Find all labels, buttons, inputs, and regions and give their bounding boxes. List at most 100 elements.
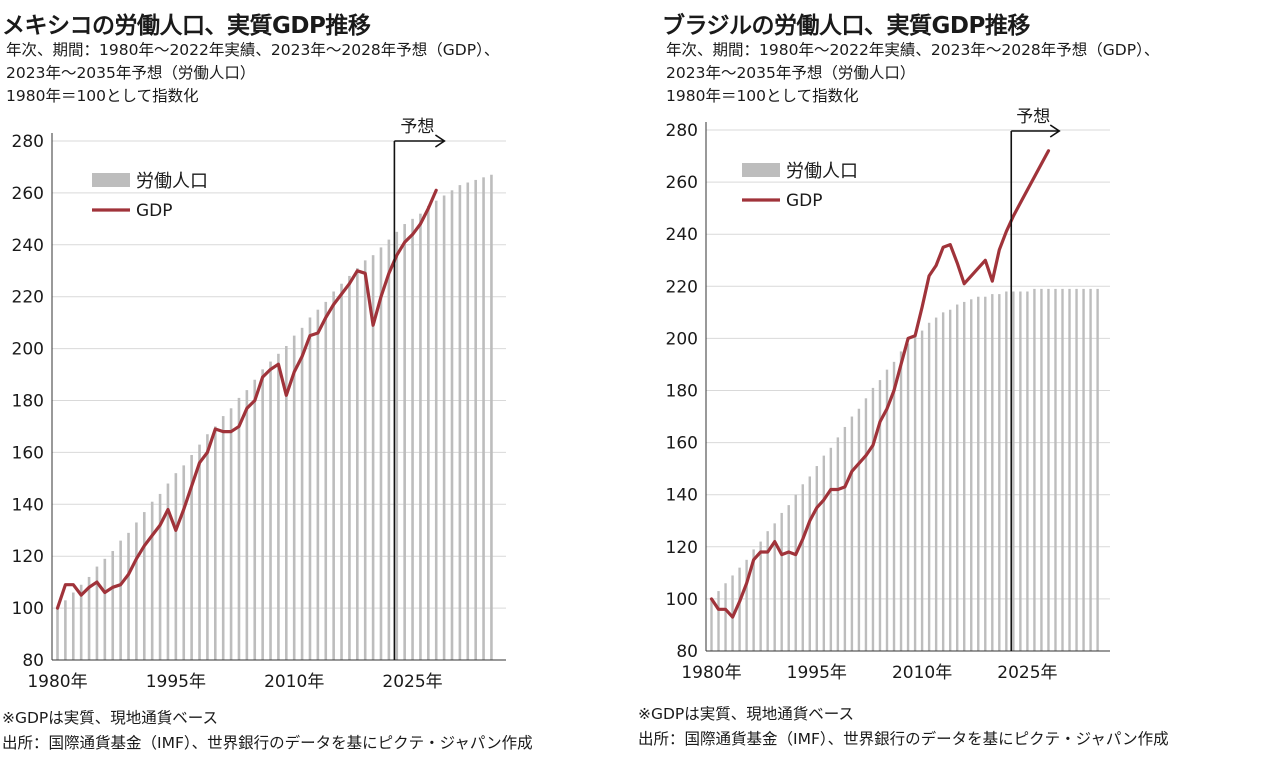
labor-bar: [174, 473, 178, 660]
labor-bar: [977, 296, 980, 651]
labor-bar: [277, 353, 280, 660]
labor-bar: [899, 351, 903, 651]
chart-subtitle: 年次、期間：1980年～2022年実績、2023年～2028年予想（GDP）、 …: [6, 39, 499, 108]
labor-bar: [466, 182, 470, 660]
labor-bar: [324, 301, 328, 660]
labor-bar: [135, 522, 138, 660]
chart-subtitle: 年次、期間：1980年～2022年実績、2023年～2028年予想（GDP）、 …: [666, 39, 1159, 108]
labor-bar: [482, 177, 485, 660]
labor-bar: [752, 549, 755, 651]
labor-bar: [229, 408, 233, 660]
labor-bar: [206, 434, 209, 660]
y-tick-label: 220: [12, 288, 44, 308]
forecast-arrow-head: [1049, 124, 1061, 138]
labor-bar: [745, 559, 748, 651]
labor-bar: [710, 598, 713, 651]
gdp-line: [55, 188, 438, 610]
labor-bar: [348, 275, 351, 660]
labor-bar: [738, 567, 741, 651]
x-tick-label: 2010年: [264, 672, 324, 692]
labor-bar: [158, 493, 162, 660]
labor-bar: [308, 317, 312, 660]
labor-bar: [801, 484, 804, 651]
subtitle-line-1: 年次、期間：1980年～2022年実績、2023年～2028年予想（GDP）、: [666, 41, 1160, 59]
labor-bar: [1040, 288, 1043, 651]
y-tick-label: 140: [666, 486, 698, 506]
y-tick-label: 260: [666, 173, 698, 193]
y-tick-label: 280: [12, 132, 44, 152]
labor-bar: [822, 455, 826, 651]
labor-bar: [285, 346, 288, 660]
labor-bar: [808, 476, 811, 651]
labor-bar: [427, 205, 430, 660]
subtitle-line-1: 年次、期間：1980年～2022年実績、2023年～2028年予想（GDP）、: [6, 41, 500, 59]
labor-bar: [166, 483, 170, 660]
x-tick-label: 2025年: [382, 672, 442, 692]
labor-bar: [913, 335, 917, 651]
x-tick-label: 2010年: [892, 663, 952, 683]
x-tick-label: 1995年: [787, 663, 847, 683]
y-tick-label: 100: [666, 590, 698, 610]
labor-bar: [766, 531, 769, 651]
labor-bar: [182, 465, 186, 660]
x-tick-label: 2025年: [997, 663, 1057, 683]
legend-labor-label: 労働人口: [786, 161, 858, 182]
labor-bar: [815, 466, 818, 651]
legend-labor-label: 労働人口: [136, 171, 208, 192]
brazil-chart: 80 100 120 140 160 180 200 220 240 260 280 1980年 199…: [666, 107, 1110, 683]
y-tick-label: 180: [666, 382, 698, 402]
y-tick-label: 280: [666, 121, 698, 141]
labor-bar: [490, 174, 493, 661]
labor-bar: [1096, 288, 1099, 651]
labor-bar: [892, 361, 896, 651]
brazil-panel: ブラジルの労働人口、実質GDP推移 年次、期間：1980年～2022年実績、20…: [636, 0, 1269, 758]
labor-bar: [245, 390, 249, 660]
mexico-chart: 80 100 120 140 160 180 200 220 240 260 280 1980年 199…: [12, 117, 506, 692]
labor-bar: [934, 317, 938, 651]
labor-bar: [963, 301, 966, 651]
labor-bar: [363, 260, 367, 660]
labor-bar: [857, 408, 861, 651]
note-source: 出所：国際通貨基金（IMF）、世界銀行のデータを基にピクテ・ジャパン作成: [2, 734, 533, 752]
labor-bar: [411, 218, 414, 660]
subtitle-line-2: 2023年～2035年予想（労働人口）: [666, 64, 916, 82]
forecast-label: 予想: [400, 117, 434, 137]
labor-bar: [387, 239, 391, 661]
labor-bar: [1068, 288, 1071, 651]
labor-bar: [984, 296, 987, 651]
labor-bar: [787, 505, 790, 651]
subtitle-line-3: 1980年＝100として指数化: [666, 87, 859, 105]
labor-bar: [261, 369, 264, 660]
labor-bar: [836, 437, 840, 651]
labor-bar: [1026, 291, 1029, 651]
labor-bar: [970, 299, 973, 651]
forecast-label: 予想: [1016, 107, 1050, 127]
labor-bar: [269, 361, 272, 660]
y-tick-label: 140: [12, 495, 44, 515]
labor-bar: [773, 523, 776, 651]
labor-bar: [941, 312, 945, 651]
y-tick-label: 180: [12, 392, 44, 412]
labor-bar: [1012, 291, 1015, 651]
y-tick-label: 200: [666, 329, 698, 349]
labor-bar: [843, 426, 847, 651]
y-tick-label: 160: [666, 434, 698, 454]
y-tick-label: 160: [12, 443, 44, 463]
labor-bar: [927, 322, 931, 651]
labor-bar: [1075, 288, 1078, 651]
y-tick-label: 80: [22, 651, 44, 671]
labor-bar: [237, 397, 241, 660]
labor-bar: [906, 343, 910, 651]
forecast-arrow-head: [434, 134, 446, 148]
labor-bar: [340, 283, 343, 660]
labor-bar: [300, 327, 304, 660]
labor-bar: [87, 576, 91, 660]
mexico-panel: メキシコの労働人口、実質GDP推移 年次、期間：1980年～2022年実績、20…: [0, 0, 620, 758]
x-tick-label: 1980年: [27, 672, 87, 692]
labor-bar: [1033, 288, 1036, 651]
labor-bar: [316, 309, 320, 660]
note-gdp-basis: ※GDPは実質、現地通貨ベース: [638, 705, 855, 723]
labor-bar: [119, 540, 122, 660]
labor-bar: [1061, 288, 1064, 651]
labor-bar: [111, 551, 115, 660]
